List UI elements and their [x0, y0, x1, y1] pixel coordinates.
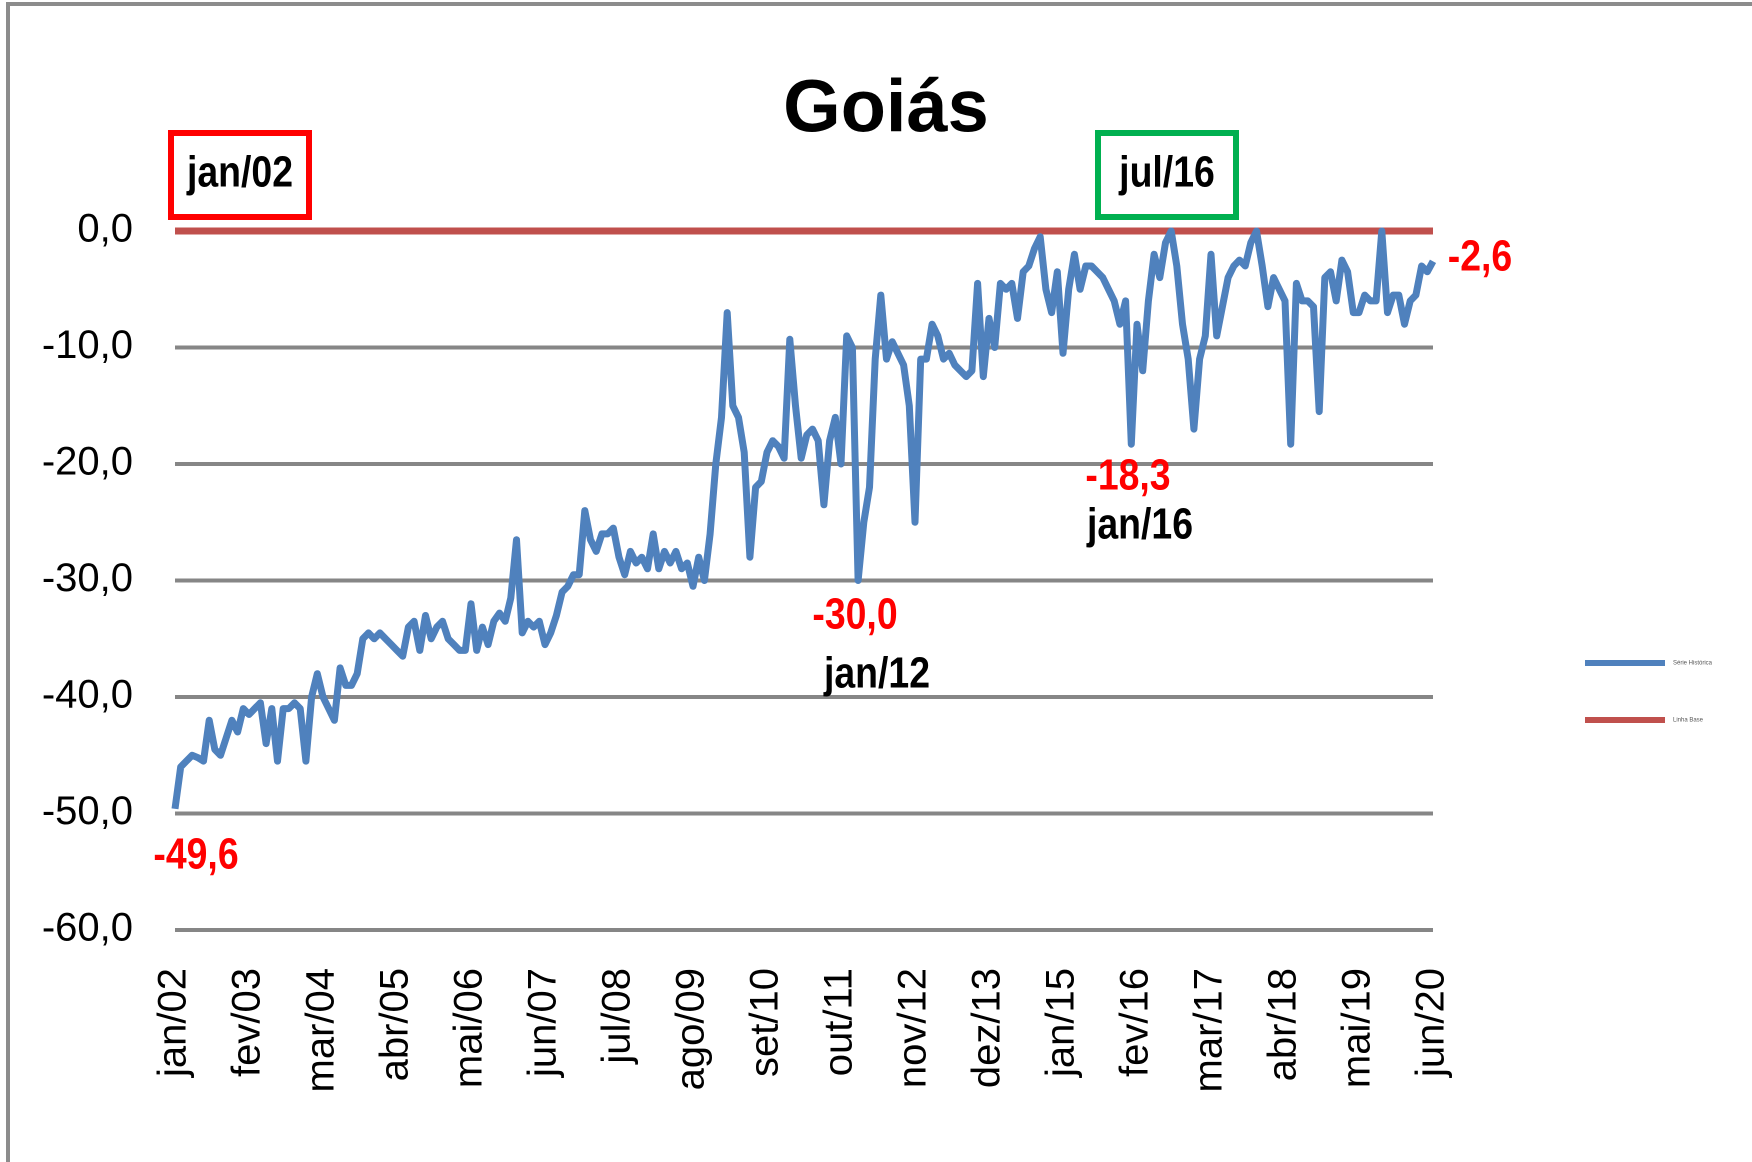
- data-line: [171, 227, 1437, 810]
- x-tick-label: set/10: [743, 968, 787, 1077]
- chart-frame: [6, 2, 1752, 1162]
- legend-label: Linha Base: [1673, 718, 1704, 724]
- y-tick-label: -20,0: [42, 440, 133, 484]
- y-tick-label: 0,0: [77, 207, 133, 251]
- x-tick-label: jan/02: [151, 968, 195, 1078]
- x-tick-label: jun/20: [1409, 968, 1453, 1078]
- y-tick-label: -10,0: [42, 323, 133, 367]
- y-tick-label: -50,0: [42, 789, 133, 833]
- annotation: -2,6: [1448, 231, 1512, 281]
- x-tick-label: fev/03: [225, 968, 269, 1077]
- annotation: -18,3: [1085, 450, 1170, 500]
- x-tick-label: mar/17: [1187, 968, 1231, 1093]
- legend-label: Série Histórica: [1673, 661, 1713, 667]
- x-tick-label: nov/12: [891, 968, 935, 1088]
- x-tick-label: out/11: [817, 968, 861, 1076]
- annotation: -30,0: [812, 589, 897, 639]
- x-tick-label: jun/07: [521, 968, 565, 1078]
- y-tick-label: -30,0: [42, 556, 133, 600]
- x-tick-label: jan/15: [1039, 968, 1083, 1078]
- x-tick-label: mai/06: [447, 968, 491, 1088]
- x-tick-label: fev/16: [1113, 968, 1157, 1077]
- x-tick-label: abr/05: [373, 968, 417, 1081]
- annotation-box: [168, 130, 312, 220]
- annotation: jul/16: [1118, 147, 1215, 197]
- annotation: jan/02: [186, 147, 293, 197]
- annotation: jan/16: [1086, 499, 1193, 549]
- x-tick-label: ago/09: [669, 968, 713, 1090]
- x-tick-label: abr/18: [1261, 968, 1305, 1081]
- x-tick-label: dez/13: [965, 968, 1009, 1088]
- annotation: -49,6: [153, 829, 238, 879]
- annotation-box: [1095, 130, 1239, 220]
- y-tick-label: -60,0: [42, 906, 133, 950]
- chart-title: Goiás: [783, 65, 989, 148]
- y-tick-label: -40,0: [42, 673, 133, 717]
- x-tick-label: mai/19: [1335, 968, 1379, 1088]
- x-tick-label: mar/04: [299, 968, 343, 1093]
- annotation: jan/12: [823, 648, 930, 698]
- x-tick-label: jul/08: [595, 968, 639, 1065]
